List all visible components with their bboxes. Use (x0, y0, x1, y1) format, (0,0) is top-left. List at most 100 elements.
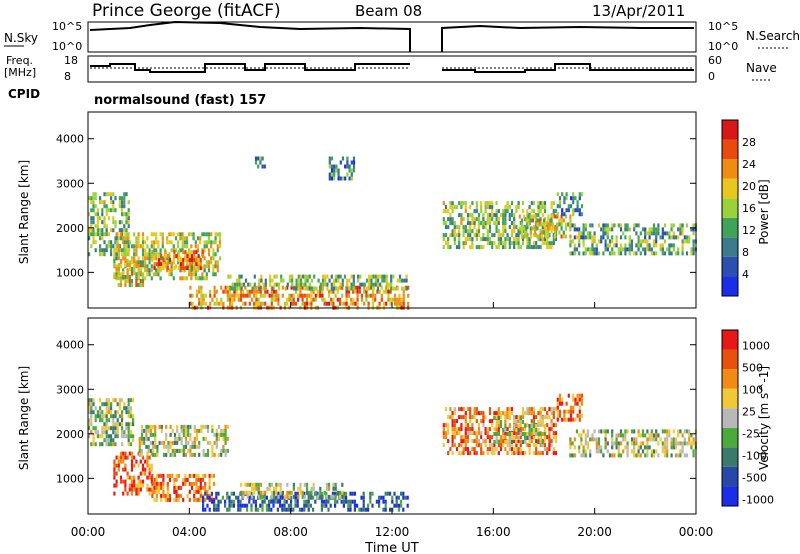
range-cell (215, 495, 218, 500)
range-cell (206, 424, 210, 429)
range-cell (137, 487, 140, 492)
range-cell (530, 419, 533, 424)
range-cell (199, 481, 202, 486)
range-cell (90, 196, 93, 201)
range-cell (155, 248, 158, 253)
range-cell (301, 293, 304, 298)
range-cell (513, 213, 516, 218)
range-cell (595, 441, 598, 446)
range-cell (141, 276, 145, 281)
range-cell (128, 260, 131, 265)
range-cell (141, 248, 145, 253)
range-cell (305, 503, 308, 508)
range-cell (222, 436, 225, 441)
range-cell (681, 227, 684, 232)
range-cell (602, 235, 605, 240)
range-cell (655, 231, 658, 236)
range-cell (462, 225, 465, 230)
range-cell (107, 418, 110, 423)
range-cell (526, 411, 529, 416)
range-cell (126, 271, 129, 275)
range-cell (604, 445, 607, 450)
range-cell (248, 495, 251, 500)
range-cell (369, 491, 372, 496)
range-cell (560, 214, 563, 219)
range-cell (90, 232, 93, 237)
range-cell (186, 477, 189, 482)
range-cell (497, 407, 500, 412)
range-cell (402, 289, 405, 294)
range-cell (504, 237, 507, 242)
freq-left-top-tick: 18 (64, 54, 78, 67)
range-cell (206, 489, 209, 494)
range-cell (288, 494, 291, 499)
range-cell (309, 503, 312, 508)
range-cell (460, 201, 463, 206)
range-cell (203, 244, 206, 249)
range-cell (475, 209, 478, 214)
range-cell (320, 507, 323, 512)
range-cell (615, 433, 618, 438)
range-cell (239, 297, 243, 302)
range-cell (617, 223, 620, 228)
range-cell (561, 208, 564, 213)
range-cell (529, 218, 532, 223)
range-cell (172, 244, 175, 249)
range-cell (195, 477, 198, 482)
range-cell (341, 278, 344, 283)
range-cell (124, 236, 127, 241)
range-cell (575, 227, 579, 232)
freq-left-bottom-tick: 8 (64, 70, 71, 83)
range-cell (672, 437, 675, 442)
range-cell (541, 201, 544, 206)
range-cell (207, 248, 211, 253)
range-cell (589, 223, 592, 228)
range-cell (547, 222, 550, 227)
range-cell (193, 258, 196, 263)
range-cell (252, 495, 255, 500)
range-cell (380, 285, 383, 290)
range-cell (179, 262, 183, 267)
range-cell (639, 239, 642, 244)
range-cell (293, 286, 296, 291)
range-cell (449, 447, 452, 452)
range-cell (466, 431, 470, 436)
range-cell (128, 263, 131, 267)
range-cell (482, 245, 485, 250)
range-cell (539, 423, 542, 428)
range-cell (240, 274, 243, 279)
range-cell (480, 443, 483, 448)
range-cell (644, 445, 647, 450)
range-cell (189, 293, 192, 298)
range-cell (143, 440, 146, 445)
range-cell (528, 440, 531, 444)
range-cell (552, 447, 555, 452)
range-cell (352, 301, 355, 306)
range-cell (179, 236, 182, 241)
range-cell (586, 433, 590, 438)
range-cell (546, 451, 549, 456)
range-cell (630, 449, 634, 454)
range-cell (96, 208, 99, 213)
range-cell (396, 286, 399, 291)
range-cell (524, 229, 527, 234)
range-cell (139, 268, 142, 273)
range-cell (173, 489, 176, 494)
range-cell (292, 486, 295, 491)
range-cell (112, 204, 115, 209)
range-cell (314, 297, 317, 302)
range-cell (477, 427, 481, 432)
range-cell (127, 442, 130, 447)
range-cell (201, 250, 205, 255)
range-cell (101, 232, 104, 237)
range-cell (405, 286, 408, 291)
range-cell (575, 235, 579, 240)
range-cell (387, 282, 391, 287)
range-cell (473, 415, 476, 420)
range-cell (99, 200, 102, 205)
range-cell (537, 420, 540, 424)
range-cell (194, 244, 197, 249)
range-cell (497, 209, 500, 214)
range-cell (96, 212, 99, 217)
range-cell (491, 451, 494, 456)
